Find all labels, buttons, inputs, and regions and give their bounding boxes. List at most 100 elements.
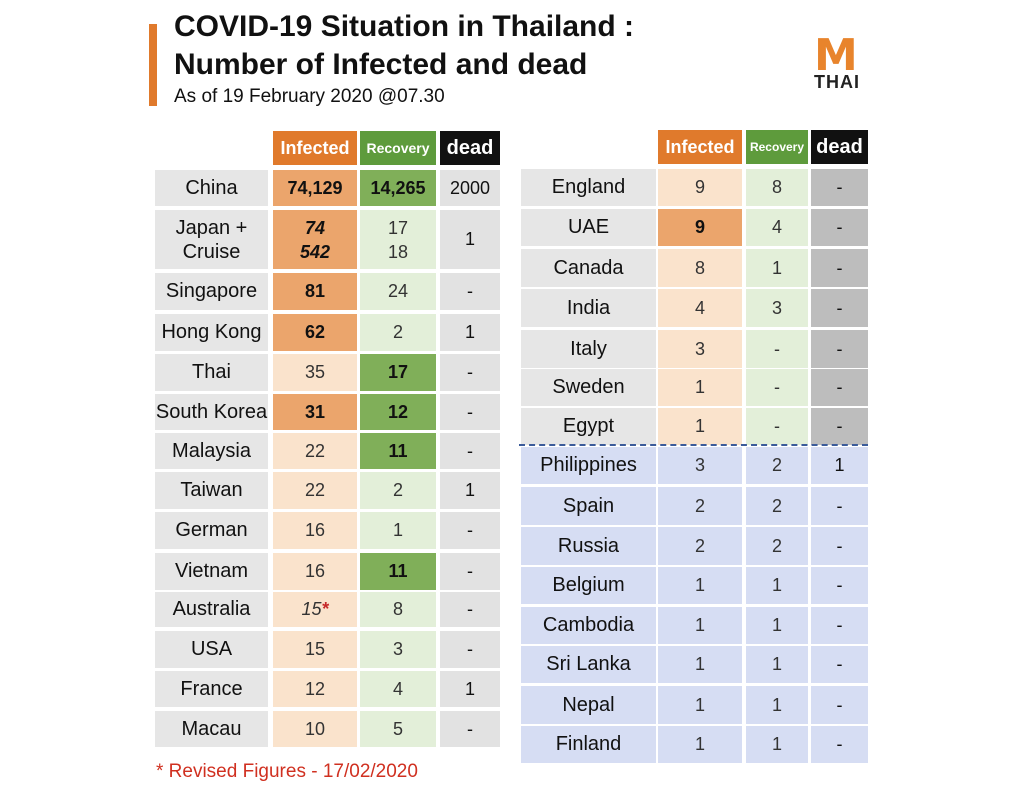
infected-value: 81 — [273, 273, 357, 310]
infected-value: 15 — [273, 631, 357, 668]
recovery-value: 3 — [746, 289, 808, 327]
page-subtitle: As of 19 February 2020 @07.30 — [174, 86, 445, 107]
recovery-value: 1 — [746, 686, 808, 724]
dead-value: - — [811, 209, 868, 246]
country-name: Italy — [521, 330, 656, 368]
dead-value: - — [440, 273, 500, 310]
infected-value: 1 — [658, 686, 742, 724]
right-header-infected: Infected — [658, 130, 742, 164]
dead-value: - — [440, 711, 500, 747]
infected-value: 3 — [658, 330, 742, 368]
recovery-value: 1 — [746, 567, 808, 604]
dead-value: - — [440, 631, 500, 668]
recovery-value: 1 — [360, 512, 436, 549]
infected-value: 2 — [658, 487, 742, 525]
infected-value: 35 — [273, 354, 357, 391]
infected-value: 1 — [658, 607, 742, 644]
recovery-value: 1 — [746, 249, 808, 287]
dead-value: - — [811, 169, 868, 206]
infected-value: 74,129 — [273, 170, 357, 206]
recovery-value: - — [746, 330, 808, 368]
recovery-value: 2 — [360, 472, 436, 509]
recovery-value: 8 — [360, 592, 436, 627]
infected-value: 22 — [273, 472, 357, 509]
infected-value: 15 * — [273, 592, 357, 627]
country-name: Finland — [521, 726, 656, 763]
recovery-value: 17 18 — [360, 210, 436, 269]
infected-value: 8 — [658, 249, 742, 287]
country-name: Nepal — [521, 686, 656, 724]
infected-value: 1 — [658, 408, 742, 445]
recovery-value: 1 — [746, 646, 808, 683]
country-name: Spain — [521, 487, 656, 525]
country-name: Japan + Cruise — [155, 210, 268, 269]
dead-value: - — [440, 394, 500, 430]
country-name: South Korea — [155, 394, 268, 430]
country-name: Malaysia — [155, 433, 268, 469]
right-header-recovery: Recovery — [746, 130, 808, 164]
dead-value: - — [811, 567, 868, 604]
dead-value: - — [440, 354, 500, 391]
left-header-dead: dead — [440, 131, 500, 165]
footnote: * Revised Figures - 17/02/2020 — [156, 761, 418, 782]
recovery-value: 2 — [746, 527, 808, 565]
mthai-logo: M THAI — [808, 34, 872, 98]
dead-value: - — [440, 553, 500, 590]
dead-value: - — [811, 487, 868, 525]
dead-value: - — [440, 433, 500, 469]
dead-value: 1 — [440, 210, 500, 269]
dead-value: 1 — [440, 314, 500, 351]
country-name: Belgium — [521, 567, 656, 604]
dead-value: - — [811, 686, 868, 724]
recovery-value: 11 — [360, 433, 436, 469]
recovery-value: 5 — [360, 711, 436, 747]
infected-value: 1 — [658, 726, 742, 763]
recovery-value: 4 — [746, 209, 808, 246]
country-name: Russia — [521, 527, 656, 565]
recovery-value: 2 — [746, 447, 808, 484]
right-header-dead: dead — [811, 130, 868, 164]
title-line-2: Number of Infected and dead — [174, 48, 588, 81]
country-name: Egypt — [521, 408, 656, 445]
country-name: Canada — [521, 249, 656, 287]
recovery-value: 8 — [746, 169, 808, 206]
recovery-value: 2 — [360, 314, 436, 351]
country-name: Sri Lanka — [521, 646, 656, 683]
dead-value: 1 — [440, 671, 500, 707]
recovery-value: 12 — [360, 394, 436, 430]
recovery-value: 11 — [360, 553, 436, 590]
country-name: Thai — [155, 354, 268, 391]
logo-thai: THAI — [814, 72, 860, 92]
recovery-value: 4 — [360, 671, 436, 707]
infected-value: 1 — [658, 567, 742, 604]
country-name: China — [155, 170, 268, 206]
dead-value: - — [440, 512, 500, 549]
recovery-value: - — [746, 408, 808, 445]
infected-value: 4 — [658, 289, 742, 327]
infected-value: 3 — [658, 447, 742, 484]
recovery-value: 14,265 — [360, 170, 436, 206]
recovery-value: 3 — [360, 631, 436, 668]
country-name: Vietnam — [155, 553, 268, 590]
left-header-recovery: Recovery — [360, 131, 436, 165]
infected-value: 1 — [658, 369, 742, 406]
country-name: Sweden — [521, 369, 656, 406]
country-name: Philippines — [521, 447, 656, 484]
country-name: England — [521, 169, 656, 206]
dead-value: - — [811, 408, 868, 445]
left-header-infected: Infected — [273, 131, 357, 165]
dead-value: - — [811, 369, 868, 406]
page-title: COVID-19 Situation in Thailand : Number … — [174, 8, 634, 84]
title-line-1: COVID-19 Situation in Thailand : — [174, 10, 635, 43]
recovery-value: 24 — [360, 273, 436, 310]
logo-m: M — [814, 30, 858, 81]
country-name: Australia — [155, 592, 268, 627]
infected-value: 2 — [658, 527, 742, 565]
country-name: Hong Kong — [155, 314, 268, 351]
recovery-value: 2 — [746, 487, 808, 525]
infected-value: 16 — [273, 553, 357, 590]
title-accent-bar — [149, 24, 157, 106]
country-name: Taiwan — [155, 472, 268, 509]
country-name: German — [155, 512, 268, 549]
dead-value: - — [811, 726, 868, 763]
